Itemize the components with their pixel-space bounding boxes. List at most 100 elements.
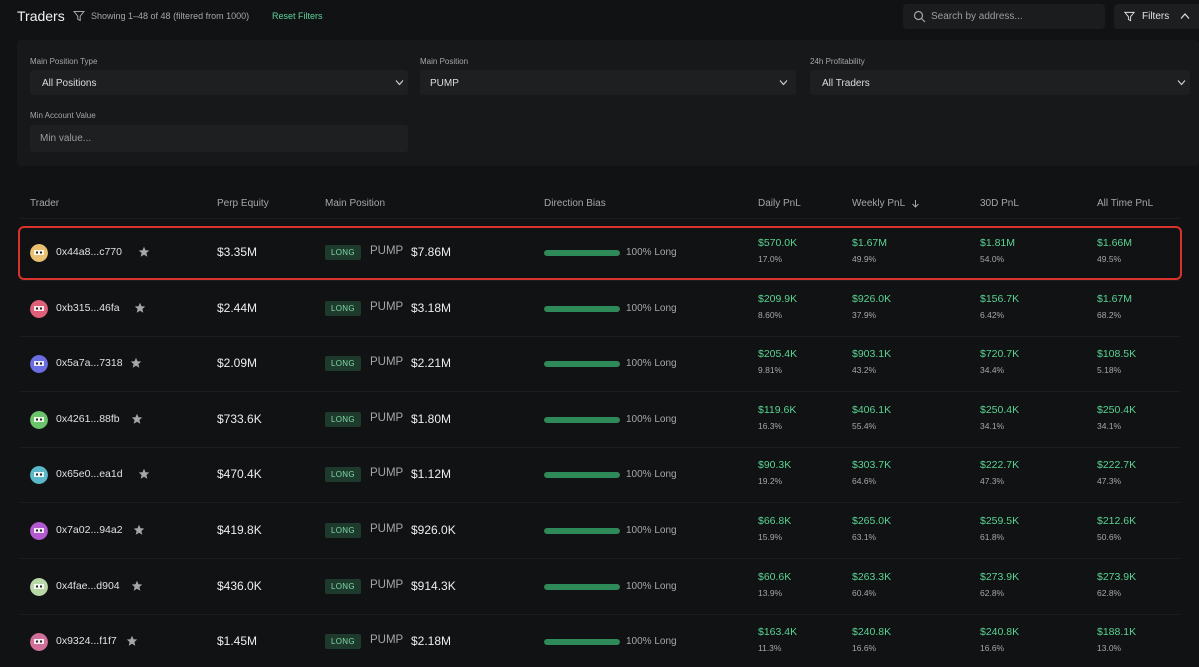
main-position-label: Main Position <box>420 57 469 66</box>
chevron-down-icon <box>779 80 788 86</box>
trader-address[interactable]: 0x4261...88fb <box>56 412 120 425</box>
avatar-eye <box>36 418 38 421</box>
column-header-equity[interactable]: Perp Equity <box>217 198 269 209</box>
direction-bias-bar <box>544 472 620 479</box>
all-time-pnl-value: $222.7K <box>1097 459 1137 472</box>
direction-bias-bar <box>544 416 620 423</box>
column-header-weekly-pnl[interactable]: Weekly PnL <box>852 198 920 209</box>
perp-equity: $2.44M <box>217 300 258 315</box>
avatar-eye <box>40 585 42 588</box>
reset-filters-link[interactable]: Reset Filters <box>272 11 323 21</box>
30d-pnl-value: $240.8K <box>980 626 1020 639</box>
position-value: $914.3K <box>411 578 456 593</box>
all-time-pnl-cell: $222.7K 47.3% <box>1097 459 1136 486</box>
daily-pnl-value: $205.4K <box>758 348 798 361</box>
table-row[interactable]: 0x44a8...c770 $3.35M LONG PUMP $7.86M 10… <box>18 226 1182 280</box>
star-icon[interactable] <box>131 413 143 425</box>
daily-pnl-percent: 11.3% <box>758 643 782 654</box>
trader-address[interactable]: 0x65e0...ea1d <box>56 468 123 481</box>
column-header-all-time-pnl[interactable]: All Time PnL <box>1097 198 1154 209</box>
perp-equity: $436.0K <box>217 578 262 593</box>
star-icon[interactable] <box>130 357 142 369</box>
column-header-trader[interactable]: Trader <box>30 198 60 209</box>
direction-bias-fill <box>544 583 620 590</box>
position-symbol: PUMP <box>370 467 404 480</box>
trader-address[interactable]: 0x7a02...94a2 <box>56 524 123 536</box>
daily-pnl-percent: 15.9% <box>758 532 783 542</box>
weekly-pnl-value: $926.0K <box>852 292 892 305</box>
column-header-30d-pnl[interactable]: 30D PnL <box>980 198 1019 209</box>
table-row[interactable]: 0x4fae...d904 $436.0K LONG PUMP $914.3K … <box>20 562 1180 612</box>
position-side-badge: LONG <box>325 300 361 316</box>
weekly-pnl-percent: 37.9% <box>852 309 877 320</box>
weekly-pnl-cell: $406.1K 55.4% <box>852 404 891 431</box>
column-header-daily-pnl[interactable]: Daily PnL <box>758 198 801 209</box>
daily-pnl-value: $90.3K <box>758 459 792 472</box>
30d-pnl-cell: $240.8K 16.6% <box>980 626 1019 653</box>
all-time-pnl-percent: 47.3% <box>1097 476 1122 487</box>
table-row[interactable]: 0x4261...88fb $733.6K LONG PUMP $1.80M 1… <box>20 395 1180 445</box>
avatar-eye <box>40 362 42 365</box>
trader-address[interactable]: 0x9324...f1f7 <box>56 635 117 648</box>
weekly-pnl-cell: $303.7K 64.6% <box>852 459 891 486</box>
trader-address[interactable]: 0x44a8...c770 <box>56 246 122 258</box>
search-input[interactable] <box>931 4 1101 29</box>
table-row[interactable]: 0x7a02...94a2 $419.8K LONG PUMP $926.0K … <box>20 506 1180 556</box>
min-account-value-input[interactable] <box>30 125 408 152</box>
row-divider <box>20 558 1180 559</box>
star-icon[interactable] <box>131 580 143 592</box>
all-time-pnl-percent: 62.8% <box>1097 587 1122 598</box>
direction-bias-text: 100% Long <box>626 358 677 370</box>
position-side-badge: LONG <box>325 356 361 372</box>
direction-bias-fill <box>544 305 620 312</box>
row-divider <box>20 335 1180 337</box>
profitability-value: All Traders <box>822 78 870 89</box>
daily-pnl-value: $119.6K <box>758 403 797 416</box>
star-icon[interactable] <box>134 302 146 314</box>
main-position-type-select[interactable]: All Positions <box>30 70 408 95</box>
star-icon[interactable] <box>126 635 138 647</box>
daily-pnl-cell: $209.9K 8.60% <box>758 293 797 320</box>
column-header-main-position[interactable]: Main Position <box>325 198 386 209</box>
direction-bias-bar <box>544 639 620 646</box>
direction-bias-text: 100% Long <box>626 247 677 258</box>
all-time-pnl-cell: $188.1K 13.0% <box>1097 626 1136 653</box>
daily-pnl-cell: $163.4K 11.3% <box>758 626 797 653</box>
all-time-pnl-cell: $273.9K 62.8% <box>1097 571 1136 598</box>
star-icon[interactable] <box>133 524 145 536</box>
30d-pnl-percent: 34.4% <box>980 365 1005 376</box>
position-side-badge: LONG <box>325 245 361 260</box>
position-value: $2.18M <box>411 634 452 649</box>
all-time-pnl-percent: 34.1% <box>1097 420 1122 431</box>
direction-bias-fill <box>544 361 620 368</box>
trader-address[interactable]: 0xb315...46fa <box>56 301 120 314</box>
weekly-pnl-value: $263.3K <box>852 570 892 583</box>
all-time-pnl-cell: $1.67M 68.2% <box>1097 293 1132 320</box>
trader-avatar <box>30 633 48 652</box>
trader-address[interactable]: 0x5a7a...7318 <box>56 357 123 370</box>
table-row[interactable]: 0x5a7a...7318 $2.09M LONG PUMP $2.21M 10… <box>20 339 1180 389</box>
avatar-face <box>34 528 44 533</box>
table-row[interactable]: 0x65e0...ea1d $470.4K LONG PUMP $1.12M 1… <box>20 450 1180 500</box>
30d-pnl-percent: 16.6% <box>980 643 1005 654</box>
direction-bias-fill <box>544 528 620 534</box>
row-divider <box>20 613 1180 615</box>
table-row[interactable]: 0xb315...46fa $2.44M LONG PUMP $3.18M 10… <box>20 284 1180 334</box>
weekly-pnl-value: $265.0K <box>852 515 892 527</box>
column-header-bias[interactable]: Direction Bias <box>544 198 606 209</box>
all-time-pnl-value: $250.4K <box>1097 403 1137 416</box>
profitability-select[interactable]: All Traders <box>810 70 1190 95</box>
main-position-select[interactable]: PUMP <box>420 70 796 95</box>
trader-address[interactable]: 0x4fae...d904 <box>56 579 120 592</box>
star-icon[interactable] <box>138 468 150 480</box>
filters-toggle-button[interactable]: Filters <box>1114 4 1199 29</box>
weekly-pnl-percent: 43.2% <box>852 365 877 376</box>
table-row[interactable]: 0x9324...f1f7 $1.45M LONG PUMP $2.18M 10… <box>20 617 1180 667</box>
avatar-eye <box>36 251 38 254</box>
all-time-pnl-value: $1.66M <box>1097 237 1133 249</box>
position-value: $1.80M <box>411 411 452 426</box>
weekly-pnl-percent: 63.1% <box>852 532 877 542</box>
header: Traders Showing 1–48 of 48 (filtered fro… <box>0 0 1199 34</box>
main-position-value: PUMP <box>430 78 459 89</box>
star-icon[interactable] <box>138 246 150 258</box>
